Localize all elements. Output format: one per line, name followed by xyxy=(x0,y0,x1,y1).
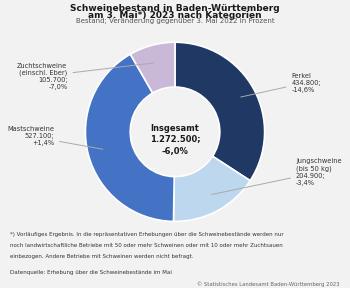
Text: einbezogen. Andere Betriebe mit Schweinen werden nicht befragt.: einbezogen. Andere Betriebe mit Schweine… xyxy=(10,254,194,259)
Text: Schweinebestand in Baden-Württemberg: Schweinebestand in Baden-Württemberg xyxy=(70,4,280,13)
Text: Jungschweine
(bis 50 kg)
204.900;
-3,4%: Jungschweine (bis 50 kg) 204.900; -3,4% xyxy=(211,158,342,195)
Text: Bestand; Veränderung gegenüber 3. Mai 2022 in Prozent: Bestand; Veränderung gegenüber 3. Mai 20… xyxy=(76,18,274,24)
Text: Insgesamt: Insgesamt xyxy=(150,124,200,133)
Text: © Statistisches Landesamt Baden-Württemberg 2023: © Statistisches Landesamt Baden-Württemb… xyxy=(197,281,340,287)
Text: *) Vorläufiges Ergebnis. In die repräsentativen Erhebungen über die Schweinebest: *) Vorläufiges Ergebnis. In die repräsen… xyxy=(10,232,284,237)
Wedge shape xyxy=(174,156,250,221)
Text: noch landwirtschaftliche Betriebe mit 50 oder mehr Schweinen oder mit 10 oder me: noch landwirtschaftliche Betriebe mit 50… xyxy=(10,243,283,248)
Wedge shape xyxy=(130,42,175,93)
Wedge shape xyxy=(85,54,174,221)
Text: 1.272.500;: 1.272.500; xyxy=(150,134,200,143)
Text: Mastschweine
527.100;
+1,4%: Mastschweine 527.100; +1,4% xyxy=(7,126,103,149)
Text: am 3. Mai*) 2023 nach Kategorien: am 3. Mai*) 2023 nach Kategorien xyxy=(88,11,262,20)
Text: Datenquelle: Erhebung über die Schweinebestände im Mai: Datenquelle: Erhebung über die Schweineb… xyxy=(10,270,172,275)
Text: Ferkel
434.800;
-14,6%: Ferkel 434.800; -14,6% xyxy=(241,73,321,97)
Text: -6,0%: -6,0% xyxy=(162,147,188,156)
Text: Zuchtschweine
(einschl. Eber)
105.700;
-7,0%: Zuchtschweine (einschl. Eber) 105.700; -… xyxy=(17,62,154,90)
Wedge shape xyxy=(175,42,265,181)
